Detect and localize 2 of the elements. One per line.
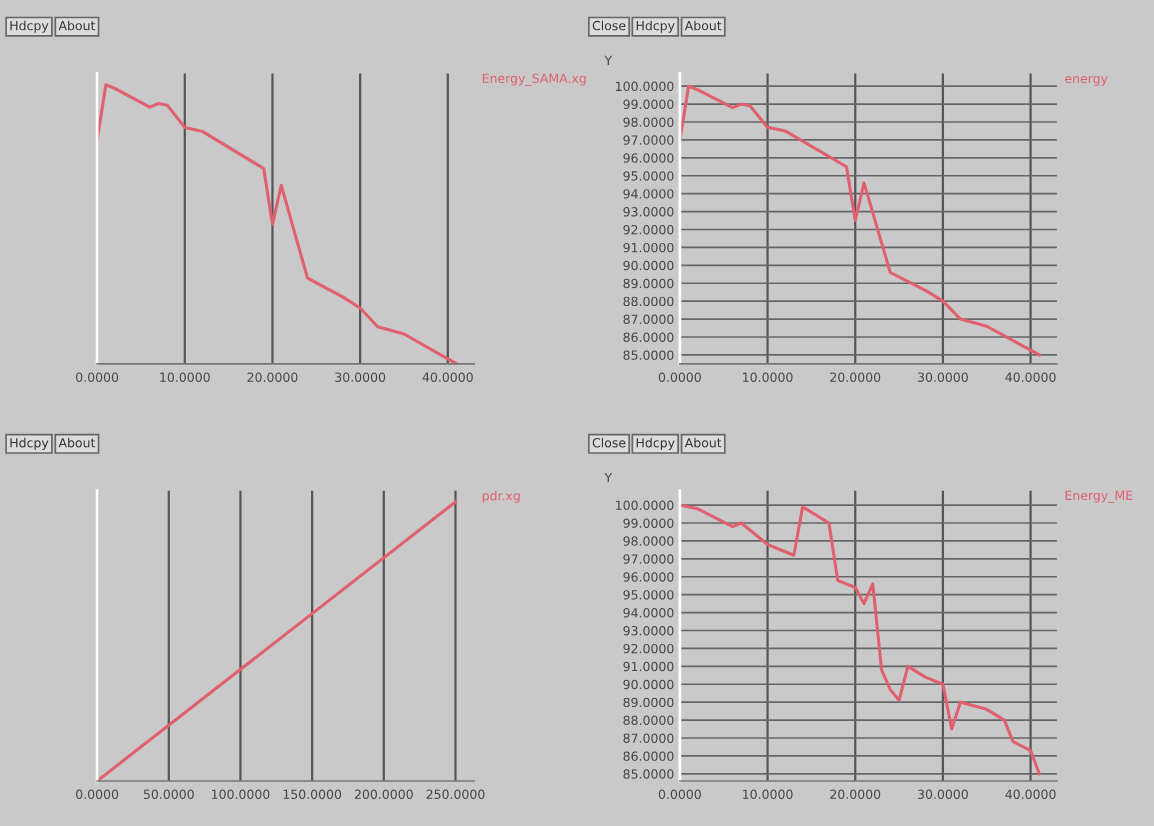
line-series	[679, 84, 1041, 357]
line-series	[679, 503, 1041, 776]
